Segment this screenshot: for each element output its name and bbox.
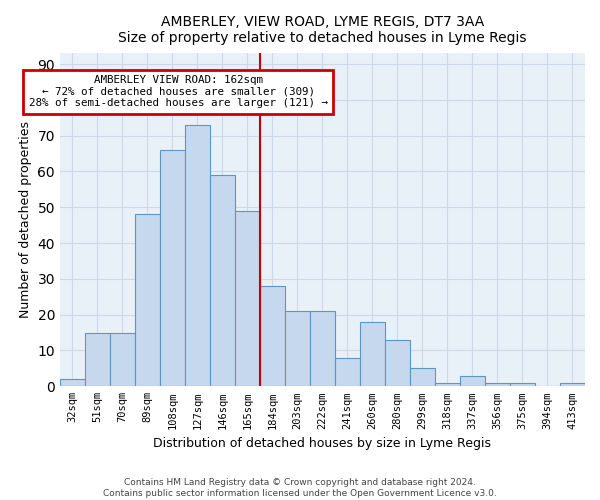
Bar — [435, 382, 460, 386]
Title: AMBERLEY, VIEW ROAD, LYME REGIS, DT7 3AA
Size of property relative to detached h: AMBERLEY, VIEW ROAD, LYME REGIS, DT7 3AA… — [118, 15, 527, 45]
Bar — [385, 340, 410, 386]
Bar — [410, 368, 435, 386]
Text: Contains HM Land Registry data © Crown copyright and database right 2024.
Contai: Contains HM Land Registry data © Crown c… — [103, 478, 497, 498]
Bar — [60, 379, 85, 386]
Bar — [510, 382, 535, 386]
Bar — [360, 322, 385, 386]
Bar — [160, 150, 185, 386]
Bar — [85, 332, 110, 386]
Bar — [285, 311, 310, 386]
Bar — [335, 358, 360, 386]
Bar — [235, 211, 260, 386]
Bar — [210, 175, 235, 386]
Bar — [110, 332, 135, 386]
Bar — [185, 125, 210, 386]
Y-axis label: Number of detached properties: Number of detached properties — [19, 122, 32, 318]
Bar — [310, 311, 335, 386]
Bar — [135, 214, 160, 386]
Bar — [260, 286, 285, 386]
Bar — [485, 382, 510, 386]
Text: AMBERLEY VIEW ROAD: 162sqm
← 72% of detached houses are smaller (309)
28% of sem: AMBERLEY VIEW ROAD: 162sqm ← 72% of deta… — [29, 75, 328, 108]
Bar — [460, 376, 485, 386]
Bar — [560, 382, 585, 386]
X-axis label: Distribution of detached houses by size in Lyme Regis: Distribution of detached houses by size … — [154, 437, 491, 450]
